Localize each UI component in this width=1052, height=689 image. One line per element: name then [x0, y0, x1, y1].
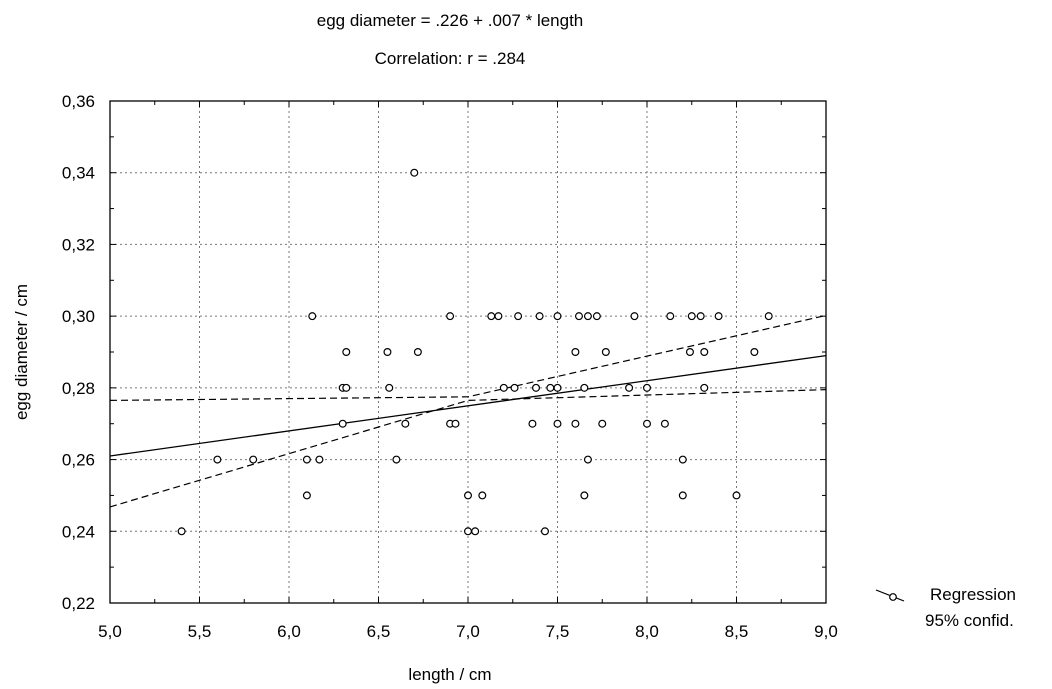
data-point	[574, 312, 583, 321]
data-point	[532, 383, 541, 392]
data-point	[546, 383, 555, 392]
data-point	[764, 312, 773, 321]
data-point	[385, 383, 394, 392]
data-point	[598, 419, 607, 428]
y-tick-label: 0,30	[62, 307, 95, 326]
data-point	[499, 383, 508, 392]
x-tick-label: 7,5	[546, 622, 570, 641]
data-point	[383, 348, 392, 357]
data-point	[700, 383, 709, 392]
data-point	[630, 312, 639, 321]
data-point	[540, 527, 549, 536]
data-points	[177, 168, 773, 536]
data-point	[315, 455, 324, 464]
data-point	[660, 419, 669, 428]
data-point	[464, 527, 473, 536]
data-point	[714, 312, 723, 321]
x-tick-label: 9,0	[814, 622, 838, 641]
y-axis-label: egg diameter / cm	[12, 284, 31, 420]
data-point	[413, 348, 422, 357]
y-tick-label: 0,26	[62, 451, 95, 470]
data-point	[464, 491, 473, 500]
data-point	[510, 383, 519, 392]
confidence-band	[109, 314, 827, 508]
data-point	[401, 419, 410, 428]
data-point	[338, 419, 347, 428]
y-tick-labels: 0,22 0,24 0,26 0,28 0,30 0,32 0,34 0,36	[62, 92, 95, 613]
data-point	[696, 312, 705, 321]
data-point	[583, 312, 592, 321]
data-point	[446, 312, 455, 321]
x-tick-label: 7,0	[456, 622, 480, 641]
data-point	[478, 491, 487, 500]
data-point	[553, 383, 562, 392]
data-point	[666, 312, 675, 321]
data-point	[571, 348, 580, 357]
data-point	[471, 527, 480, 536]
chart-subtitle: Correlation: r = .284	[375, 49, 526, 68]
data-point	[687, 312, 696, 321]
x-tick-labels: 5,0 5,5 6,0 6,5 7,0 7,5 8,0 8,5 9,0	[98, 622, 838, 641]
data-point	[177, 527, 186, 536]
y-tick-label: 0,32	[62, 235, 95, 254]
data-point	[553, 419, 562, 428]
data-point	[342, 383, 351, 392]
data-point	[487, 312, 496, 321]
x-tick-label: 8,5	[725, 622, 749, 641]
data-point	[601, 348, 610, 357]
y-tick-label: 0,24	[62, 522, 95, 541]
x-tick-label: 6,0	[277, 622, 301, 641]
data-point	[302, 455, 311, 464]
confidence-lower-line	[109, 389, 827, 508]
data-point	[571, 419, 580, 428]
data-point	[642, 383, 651, 392]
data-point	[553, 312, 562, 321]
y-tick-label: 0,22	[62, 594, 95, 613]
x-tick-label: 6,5	[367, 622, 391, 641]
data-point	[410, 168, 419, 177]
y-tick-label: 0,28	[62, 379, 95, 398]
legend-confidence-label: 95% confid.	[925, 611, 1014, 630]
y-tick-label: 0,34	[62, 164, 95, 183]
legend: Regression 95% confid.	[875, 585, 1016, 630]
data-point	[685, 348, 694, 357]
regression-line	[109, 354, 827, 457]
confidence-upper-line	[109, 314, 827, 402]
data-point	[528, 419, 537, 428]
data-point	[580, 491, 589, 500]
legend-regression-label: Regression	[930, 585, 1016, 604]
chart-title: egg diameter = .226 + .007 * length	[317, 11, 584, 30]
axis-ticks	[109, 100, 827, 604]
data-point	[625, 383, 634, 392]
data-point	[535, 312, 544, 321]
data-point	[580, 383, 589, 392]
data-point	[514, 312, 523, 321]
regression-line-group	[109, 354, 827, 457]
data-point	[592, 312, 601, 321]
data-point	[213, 455, 222, 464]
data-point	[494, 312, 503, 321]
legend-point-icon	[889, 593, 897, 601]
data-point	[342, 348, 351, 357]
data-point	[249, 455, 258, 464]
data-point	[678, 491, 687, 500]
data-point	[583, 455, 592, 464]
data-point	[302, 491, 311, 500]
data-point	[700, 348, 709, 357]
data-point	[732, 491, 741, 500]
y-tick-label: 0,36	[62, 92, 95, 111]
data-point	[678, 455, 687, 464]
data-point	[392, 455, 401, 464]
x-tick-label: 5,0	[98, 622, 122, 641]
x-tick-label: 8,0	[635, 622, 659, 641]
x-tick-label: 5,5	[188, 622, 212, 641]
data-point	[451, 419, 460, 428]
data-point	[750, 348, 759, 357]
data-point	[642, 419, 651, 428]
x-axis-label: length / cm	[408, 665, 491, 684]
data-point	[308, 312, 317, 321]
